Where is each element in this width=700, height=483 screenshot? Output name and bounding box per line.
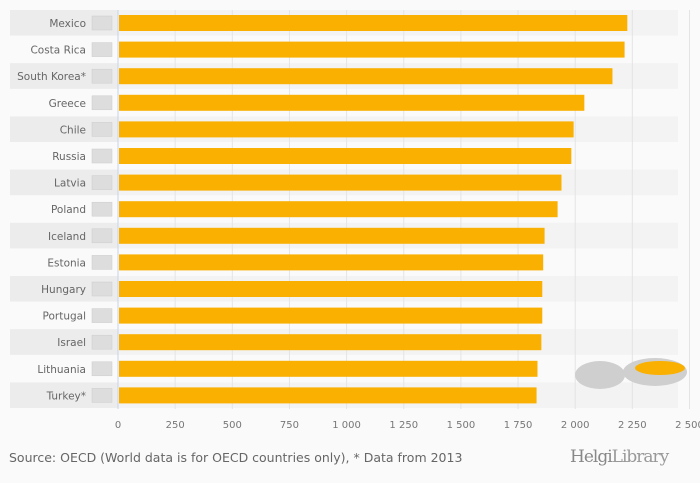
bar — [119, 281, 543, 297]
flag-icon — [91, 201, 113, 217]
bar — [119, 201, 558, 218]
bar — [119, 68, 613, 85]
x-tick-label: 1 500 — [447, 420, 476, 431]
bar — [119, 360, 538, 377]
x-tick-label: 1 250 — [389, 420, 418, 431]
x-tick-label: 500 — [223, 420, 242, 431]
x-tick-label: 2 250 — [618, 420, 647, 431]
flag-icon — [91, 388, 113, 403]
helgilibrary-logo: HelgiLibrary — [570, 447, 670, 467]
logo-text-a: Helgi — [570, 447, 613, 467]
x-tick-label: 750 — [280, 420, 299, 431]
category-label: Russia — [52, 151, 86, 163]
bar — [119, 41, 625, 58]
x-tick-label: 250 — [166, 420, 185, 431]
bar — [119, 174, 562, 191]
bar — [119, 387, 537, 404]
bar-chart: 0 250 500 750 1 000 1 250 1 500 1 750 2 000 2 250… — [10, 10, 700, 431]
category-label: Turkey* — [46, 390, 86, 402]
category-label: Poland — [51, 204, 86, 216]
bar — [119, 227, 545, 244]
flag-icon — [91, 68, 113, 84]
flag-icon — [91, 334, 113, 350]
category-label: Portugal — [43, 311, 87, 323]
category-label: Hungary — [41, 284, 86, 296]
category-label: Greece — [49, 98, 86, 110]
flag-icon — [91, 95, 113, 111]
x-tick-label: 2 000 — [561, 420, 590, 431]
bar — [119, 15, 628, 31]
flag-icon — [91, 228, 113, 244]
category-label: Iceland — [48, 231, 86, 243]
logo-text-b: Library — [611, 447, 670, 467]
category-label: Israel — [57, 337, 86, 349]
category-label: South Korea* — [17, 71, 86, 83]
bar — [119, 148, 572, 164]
source-note: Source: OECD (World data is for OECD cou… — [9, 450, 463, 465]
flag-icon — [91, 15, 113, 31]
flag-icon — [91, 42, 113, 57]
flag-icon — [91, 122, 113, 137]
flag-icon — [91, 148, 113, 164]
x-tick-label: 1 750 — [504, 420, 533, 431]
flag-icon — [91, 308, 113, 323]
flag-icon — [91, 175, 113, 190]
world-map-highlight — [635, 361, 685, 375]
flag-icon — [91, 281, 113, 297]
world-map-americas — [575, 361, 625, 389]
bar — [119, 121, 574, 138]
category-label: Estonia — [47, 257, 86, 269]
bar — [119, 307, 543, 324]
category-label: Mexico — [49, 18, 86, 30]
bar — [119, 94, 585, 111]
flag-icon — [91, 361, 113, 377]
x-tick-label: 0 — [115, 420, 121, 431]
category-label: Latvia — [54, 178, 86, 190]
category-label: Lithuania — [37, 364, 86, 376]
x-tick-label: 2 500 — [675, 420, 700, 431]
category-label: Chile — [60, 124, 86, 136]
bar — [119, 254, 544, 271]
category-label: Costa Rica — [30, 45, 86, 57]
bar — [119, 334, 542, 351]
x-tick-label: 1 000 — [332, 420, 361, 431]
flag-icon — [91, 255, 113, 270]
